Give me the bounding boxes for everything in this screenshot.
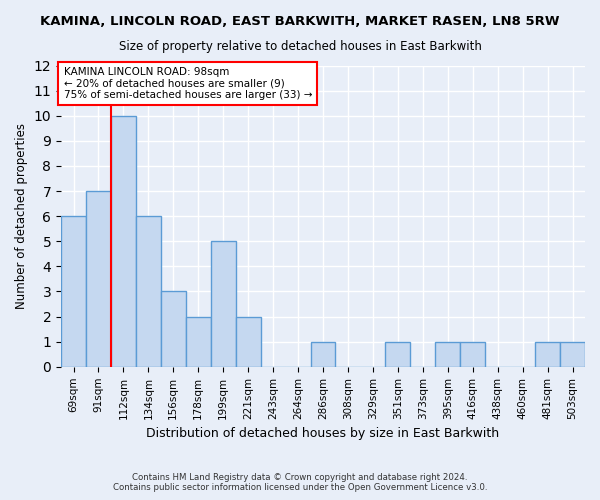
Bar [136, 216, 161, 367]
Text: KAMINA LINCOLN ROAD: 98sqm
← 20% of detached houses are smaller (9)
75% of semi-: KAMINA LINCOLN ROAD: 98sqm ← 20% of deta… [64, 67, 312, 100]
Bar [385, 342, 410, 367]
Bar [435, 342, 460, 367]
Bar [111, 116, 136, 367]
Bar [161, 292, 186, 367]
Bar [311, 342, 335, 367]
Bar [86, 191, 111, 367]
Y-axis label: Number of detached properties: Number of detached properties [15, 123, 28, 309]
X-axis label: Distribution of detached houses by size in East Barkwith: Distribution of detached houses by size … [146, 427, 500, 440]
Text: Size of property relative to detached houses in East Barkwith: Size of property relative to detached ho… [119, 40, 481, 53]
Bar [61, 216, 86, 367]
Text: Contains HM Land Registry data © Crown copyright and database right 2024.
Contai: Contains HM Land Registry data © Crown c… [113, 473, 487, 492]
Bar [211, 242, 236, 367]
Text: KAMINA, LINCOLN ROAD, EAST BARKWITH, MARKET RASEN, LN8 5RW: KAMINA, LINCOLN ROAD, EAST BARKWITH, MAR… [40, 15, 560, 28]
Bar [535, 342, 560, 367]
Bar [236, 316, 260, 367]
Bar [560, 342, 585, 367]
Bar [186, 316, 211, 367]
Bar [460, 342, 485, 367]
